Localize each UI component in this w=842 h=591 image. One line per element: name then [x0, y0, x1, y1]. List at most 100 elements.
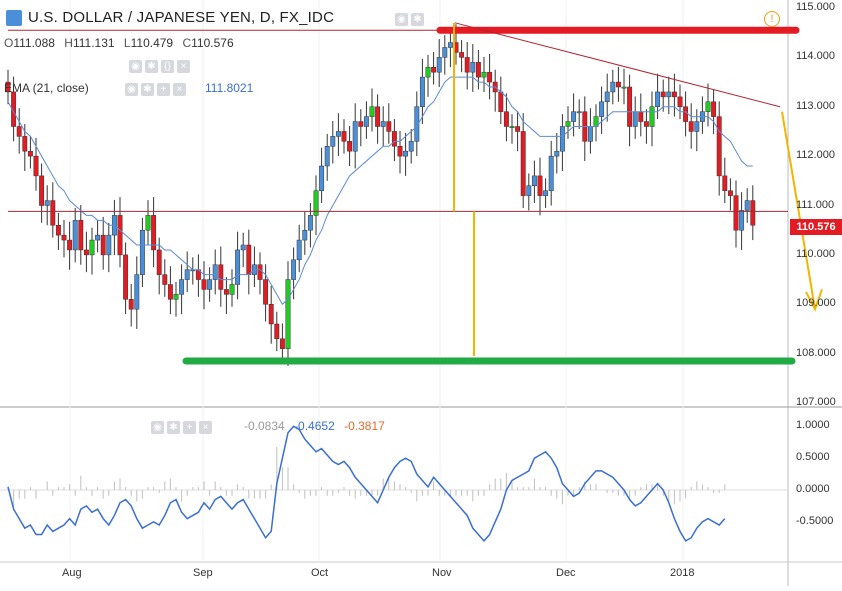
- price-tick-label: 107.000: [796, 396, 836, 408]
- candle-body: [285, 279, 291, 349]
- candle-body: [610, 81, 616, 93]
- candle-body: [487, 71, 493, 83]
- gear-icon[interactable]: ✱: [141, 83, 154, 97]
- candle-body: [341, 131, 347, 142]
- candle-body: [44, 200, 50, 206]
- candle-body: [750, 200, 756, 226]
- candle-body: [117, 215, 123, 256]
- candle-body: [139, 229, 145, 275]
- candle-body: [677, 96, 683, 107]
- candle-body: [207, 279, 213, 290]
- candle-body: [380, 121, 386, 127]
- candle-body: [330, 136, 336, 147]
- candle-body: [576, 111, 582, 114]
- candle-body: [643, 121, 649, 127]
- candle-body: [571, 111, 577, 122]
- candle-body: [559, 126, 565, 152]
- candle-body: [716, 116, 722, 177]
- candle-body: [279, 338, 285, 349]
- candle-body: [436, 57, 442, 73]
- projection-arrow: [781, 111, 816, 310]
- candle-body: [425, 67, 431, 78]
- time-tick-label: Dec: [556, 567, 576, 579]
- candle-body: [50, 200, 56, 226]
- price-tick-label: 114.000: [796, 50, 835, 63]
- candle-body: [386, 121, 392, 132]
- candle-body: [470, 62, 476, 73]
- candle-body: [319, 165, 325, 191]
- osc-value-2: -0.4652: [294, 419, 335, 433]
- candle-body: [257, 264, 263, 280]
- candle-body: [5, 81, 11, 93]
- eye-icon[interactable]: ◉: [151, 421, 164, 435]
- plus-icon[interactable]: +: [183, 421, 196, 435]
- candle-body: [184, 269, 190, 280]
- candle-body: [660, 91, 666, 98]
- candle-body: [72, 220, 78, 251]
- braces-icon[interactable]: {}: [161, 60, 174, 74]
- candle-body: [722, 175, 728, 191]
- price-tick-label: 111.000: [796, 198, 835, 211]
- candle-body: [246, 244, 252, 275]
- price-tick-label: 110.000: [796, 247, 835, 260]
- eye-icon[interactable]: ◉: [125, 83, 138, 97]
- candle-body: [352, 121, 358, 152]
- gear-icon[interactable]: ✱: [411, 13, 424, 27]
- candle-body: [498, 91, 504, 112]
- candle-body: [223, 289, 229, 295]
- osc-tick-label: 0.5000: [796, 451, 830, 464]
- candle-body: [587, 126, 593, 142]
- candle-body: [61, 234, 67, 241]
- candle-body: [307, 215, 313, 231]
- candle-body: [22, 136, 28, 152]
- candle-body: [33, 155, 39, 177]
- candle-body: [274, 323, 280, 340]
- candle-body: [431, 67, 437, 73]
- candle-body: [145, 215, 151, 231]
- ema-label: EMA (21, close): [4, 81, 89, 95]
- candle-body: [459, 52, 465, 58]
- gear-icon[interactable]: ✱: [167, 421, 180, 435]
- candle-body: [95, 234, 101, 241]
- candle-body: [16, 126, 22, 137]
- osc-tick-label: -0.5000: [796, 514, 834, 527]
- candle-body: [128, 299, 134, 310]
- candle-body: [599, 101, 605, 117]
- candle-body: [419, 76, 425, 107]
- candle-body: [291, 259, 297, 280]
- candle-body: [671, 91, 677, 98]
- close-icon[interactable]: ×: [199, 421, 212, 435]
- candle-body: [526, 185, 532, 196]
- close-icon[interactable]: ×: [177, 60, 190, 74]
- candle-body: [565, 121, 571, 127]
- candle-body: [358, 121, 364, 127]
- candle-body: [649, 106, 655, 127]
- eye-icon[interactable]: ◉: [395, 13, 408, 27]
- candle-body: [397, 146, 403, 157]
- candle-body: [134, 274, 140, 310]
- last-price-badge: 110.576: [790, 219, 842, 235]
- alert-icon[interactable]: !: [764, 11, 780, 27]
- candle-body: [363, 116, 369, 127]
- gear-icon[interactable]: ✱: [145, 60, 158, 74]
- osc-tools: ◉ ✱ + ×: [148, 419, 212, 437]
- plus-icon[interactable]: +: [157, 83, 170, 97]
- close-icon[interactable]: ×: [173, 83, 186, 97]
- eye-icon[interactable]: ◉: [129, 60, 142, 74]
- candle-body: [55, 225, 61, 236]
- candle-body: [324, 146, 330, 167]
- ema-line: [7, 76, 753, 306]
- projection-arrowhead: [805, 289, 823, 312]
- candle-body: [375, 106, 381, 127]
- price-tick-label: 109.000: [796, 297, 836, 310]
- candle-body: [739, 210, 745, 231]
- candle-body: [503, 111, 509, 127]
- candle-body: [705, 101, 711, 112]
- candle-body: [515, 126, 521, 132]
- price-tick-label: 112.000: [796, 149, 835, 162]
- candle-body: [733, 195, 739, 231]
- candle-body: [156, 249, 162, 275]
- candle-body: [537, 175, 543, 196]
